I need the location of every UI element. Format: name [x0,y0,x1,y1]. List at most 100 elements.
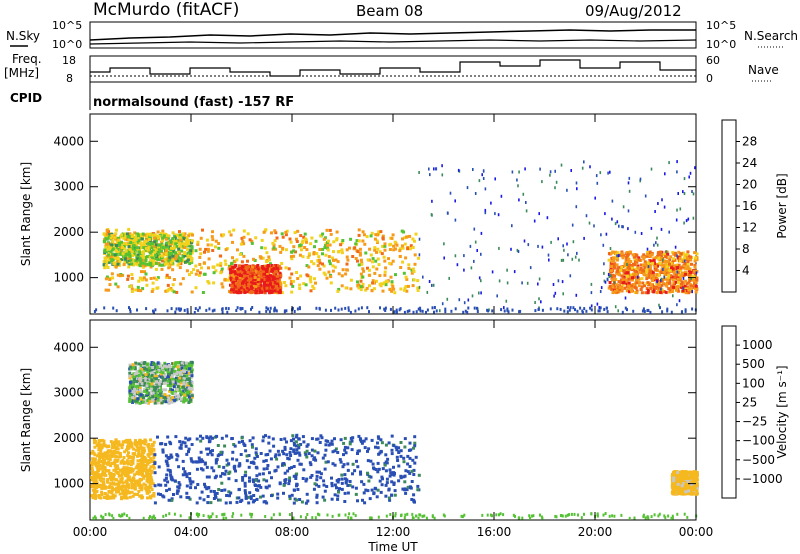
heatmap-cell [138,276,142,280]
heatmap-cell [523,239,526,243]
heatmap-cell [144,387,148,391]
heatmap-cell [161,494,165,498]
heatmap-cell [154,267,158,271]
heatmap-cell [130,262,134,266]
heatmap-cell [209,501,213,505]
heatmap-cell [292,465,296,468]
heatmap-cell [525,209,528,213]
heatmap-cell [93,310,96,313]
heatmap-cell [214,239,218,243]
heatmap-cell [254,451,258,455]
heatmap-cell [650,252,654,256]
heatmap-cell [117,236,120,240]
heatmap-cell [117,441,121,445]
heatmap-cell [496,294,498,298]
heatmap-cell [683,266,687,270]
heatmap-cell [402,271,406,275]
heatmap-cell [152,456,156,460]
heatmap-cell [390,480,394,484]
heatmap-cell [149,449,153,453]
heatmap-cell [98,457,102,460]
heatmap-cell [634,267,638,271]
heatmap-cell [650,274,654,278]
heatmap-cell [616,290,620,294]
heatmap-cell [155,374,158,378]
heatmap-cell [384,469,388,473]
heatmap-cell [366,459,370,463]
heatmap-cell [268,471,271,475]
heatmap-cell [392,473,396,477]
heatmap-cell [94,479,98,482]
heatmap-cell [267,255,271,259]
heatmap-cell [194,460,198,464]
heatmap-cell [381,289,385,293]
heatmap-cell [410,271,414,275]
heatmap-cell [400,244,404,248]
heatmap-cell [343,448,347,452]
heatmap-cell [630,273,633,277]
heatmap-cell [187,450,190,454]
heatmap-cell [153,236,157,240]
heatmap-cell [419,309,422,313]
heatmap-cell [444,307,447,311]
heatmap-cell [141,287,145,291]
heatmap-cell [683,192,686,195]
heatmap-cell [129,310,132,314]
heatmap-cell [132,252,136,256]
heatmap-cell [296,488,300,491]
heatmap-cell [237,285,241,289]
heatmap-cell [470,266,473,270]
heatmap-cell [691,307,694,311]
heatmap-cell [185,475,189,479]
heatmap-cell [94,464,98,467]
heatmap-cell [147,245,151,249]
heatmap-cell [304,283,308,287]
heatmap-cell [641,309,644,313]
heatmap-cell [659,290,662,294]
heatmap-cell [610,265,614,268]
heatmap-cell [328,262,332,266]
heatmap-cell [147,238,151,241]
heatmap-cell [656,264,660,268]
heatmap-cell [323,273,327,277]
heatmap-cell [379,282,383,286]
heatmap-cell [237,267,241,271]
heatmap-cell [695,252,699,256]
heatmap-cell [305,449,309,453]
heatmap-cell [258,472,262,476]
heatmap-cell [666,278,670,282]
heatmap-cell [491,270,494,274]
heatmap-cell [398,247,402,251]
heatmap-cell [161,236,165,240]
heatmap-cell [356,280,359,284]
heatmap-cell [259,271,262,275]
heatmap-cell [233,260,237,264]
heatmap-cell [491,309,494,313]
heatmap-cell [684,272,688,276]
heatmap-cell [413,435,417,439]
heatmap-cell [471,294,474,298]
heatmap-cell [657,281,660,284]
heatmap-cell [134,236,138,240]
heatmap-cell [687,217,690,221]
heatmap-cell [679,266,683,270]
heatmap-cell [318,307,321,311]
heatmap-cell [185,491,189,495]
heatmap-cell [110,272,114,276]
heatmap-cell [361,267,365,271]
heatmap-cell [100,472,104,476]
heatmap-cell [336,480,340,484]
heatmap-cell [180,307,182,311]
heatmap-cell [671,267,675,271]
heatmap-cell [519,309,522,313]
heatmap-cell [286,469,290,473]
heatmap-cell [562,258,565,262]
heatmap-cell [390,434,394,438]
heatmap-cell [251,274,255,278]
heatmap-cell [102,486,106,490]
heatmap-cell [281,246,285,250]
heatmap-cell [171,259,175,263]
heatmap-cell [648,270,652,274]
heatmap-cell [368,497,372,501]
heatmap-cell [562,244,564,248]
